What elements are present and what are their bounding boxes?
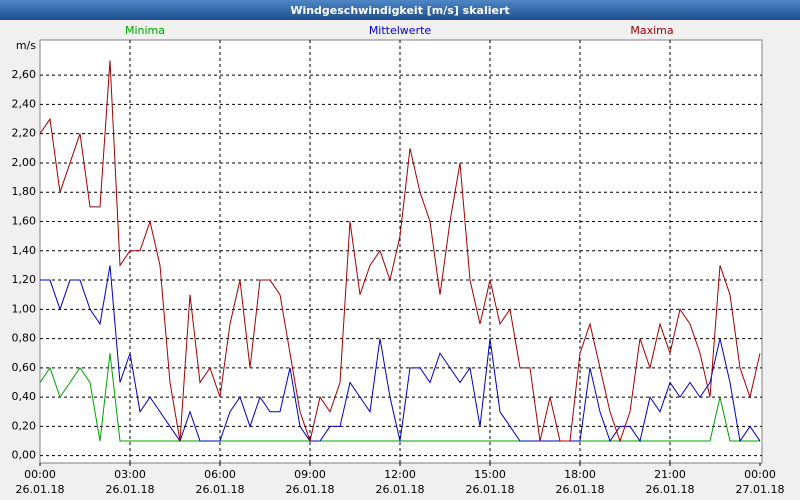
y-unit: m/s: [16, 39, 36, 52]
y-tick-label: 0,40: [12, 390, 37, 403]
title-bar: [0, 0, 800, 20]
x-tick-date: 26.01.18: [376, 483, 425, 496]
y-tick-label: 2,00: [12, 156, 37, 169]
x-tick-date: 26.01.18: [646, 483, 695, 496]
x-tick-date: 26.01.18: [196, 483, 245, 496]
chart-title: Windgeschwindigkeit [m/s] skaliert: [290, 4, 509, 17]
plot-area: [39, 39, 763, 464]
x-tick-label: 03:00: [114, 468, 146, 481]
x-tick-label: 00:00: [24, 468, 56, 481]
data-line: [40, 265, 761, 443]
y-tick-label: 2,60: [12, 68, 37, 81]
y-tick-label: 2,20: [12, 127, 37, 140]
x-tick-label: 09:00: [294, 468, 326, 481]
x-tick-label: 21:00: [654, 468, 686, 481]
y-tick-label: 2,40: [12, 97, 37, 110]
y-tick-label: 0,00: [12, 449, 37, 462]
x-tick-label: 18:00: [564, 468, 596, 481]
y-tick-label: 0,80: [12, 332, 37, 345]
x-tick-label: 06:00: [204, 468, 236, 481]
y-tick-label: 1,60: [12, 214, 37, 227]
x-tick-label: 12:00: [384, 468, 416, 481]
x-tick-label: 00:00: [744, 468, 776, 481]
x-tick-date: 27.01.18: [736, 483, 785, 496]
x-tick-date: 26.01.18: [286, 483, 335, 496]
y-tick-label: 1,40: [12, 244, 37, 257]
y-tick-label: 1,80: [12, 185, 37, 198]
y-tick-label: 0,60: [12, 361, 37, 374]
legend-label: Mittelwerte: [369, 24, 432, 37]
y-tick-label: 1,20: [12, 273, 37, 286]
y-tick-label: 1,00: [12, 302, 37, 315]
x-tick-date: 26.01.18: [466, 483, 515, 496]
x-tick-date: 26.01.18: [16, 483, 65, 496]
x-tick-date: 26.01.18: [556, 483, 605, 496]
x-tick-date: 26.01.18: [106, 483, 155, 496]
y-tick-label: 0,20: [12, 419, 37, 432]
x-tick-label: 15:00: [474, 468, 506, 481]
data-line: [39, 60, 761, 443]
legend-label: Minima: [125, 24, 165, 37]
legend-label: Maxima: [630, 24, 673, 37]
